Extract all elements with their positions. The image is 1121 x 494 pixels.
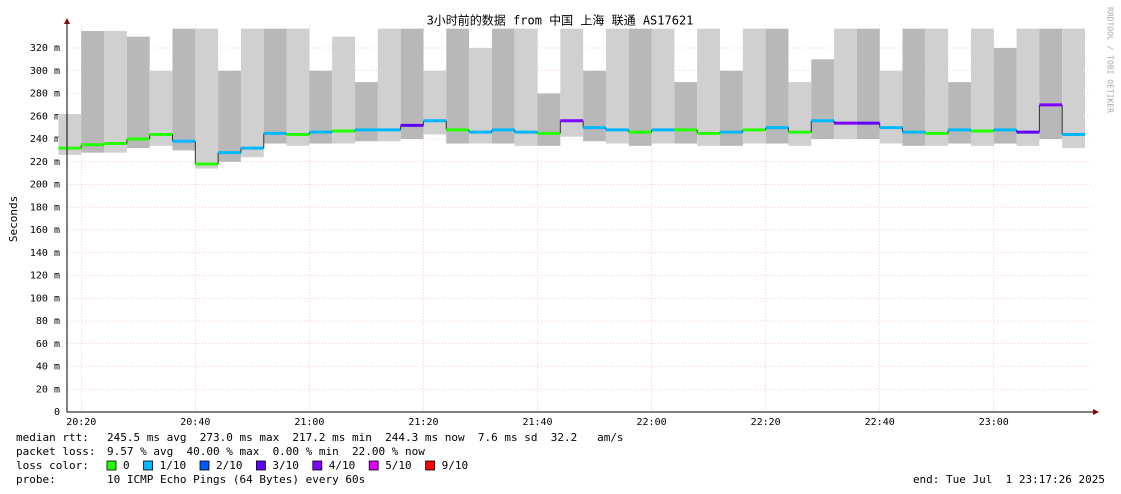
y-tick-label: 240 m <box>30 134 60 145</box>
y-tick-label: 20 m <box>36 384 60 395</box>
smoke <box>834 28 857 140</box>
smoke <box>1062 28 1086 149</box>
smoke <box>537 93 561 146</box>
y-axis-label: Seconds <box>7 196 20 242</box>
stat-text: 9.57 % avg 40.00 % max 0.00 % min 22.00 … <box>107 445 425 458</box>
y-tick-label: 80 m <box>36 316 60 327</box>
smoke <box>605 28 629 144</box>
x-tick-label: 22:00 <box>637 417 667 428</box>
smoke <box>765 28 789 144</box>
smoke <box>742 28 766 144</box>
legend-swatch <box>199 460 210 471</box>
x-tick-label: 22:20 <box>751 417 781 428</box>
x-tick-label: 23:00 <box>979 417 1009 428</box>
smoke <box>446 28 470 144</box>
smoke <box>720 70 743 146</box>
smoke <box>309 70 333 144</box>
stat-text: 10 ICMP Echo Pings (64 Bytes) every 60s <box>107 473 365 486</box>
y-tick-label: 0 <box>54 407 60 418</box>
smoke <box>58 113 82 155</box>
smoke <box>149 70 173 146</box>
legend-swatch <box>255 460 266 471</box>
smoke <box>948 82 971 144</box>
axis-arrow <box>64 18 70 24</box>
y-tick-label: 260 m <box>30 111 60 122</box>
smoke <box>514 28 538 146</box>
smoke <box>970 28 994 146</box>
smoke <box>355 82 378 142</box>
smoke <box>697 28 721 146</box>
y-tick-label: 60 m <box>36 339 60 350</box>
x-tick-label: 21:00 <box>294 417 324 428</box>
legend-label: 4/10 <box>329 459 356 472</box>
smoke <box>469 48 492 144</box>
smoke <box>240 28 264 158</box>
y-tick-label: 140 m <box>30 248 60 259</box>
smoke <box>104 30 127 153</box>
stat-label: median rtt: <box>16 431 89 444</box>
credit: RRDTOOL / TOBI OETIKER <box>1106 7 1115 113</box>
y-tick-label: 100 m <box>30 293 60 304</box>
x-tick-label: 22:40 <box>865 417 895 428</box>
y-tick-label: 200 m <box>30 180 60 191</box>
smoke <box>1039 28 1063 140</box>
y-tick-label: 180 m <box>30 202 60 213</box>
smoke <box>628 28 652 146</box>
smoke <box>583 70 606 142</box>
smoke <box>674 82 698 144</box>
smoke <box>879 70 903 144</box>
smoke <box>286 28 310 146</box>
legend-label: 5/10 <box>385 459 412 472</box>
y-tick-label: 120 m <box>30 271 60 282</box>
smoke <box>400 28 424 140</box>
y-tick-label: 40 m <box>36 362 60 373</box>
x-tick-label: 20:40 <box>180 417 210 428</box>
smoke <box>856 28 880 140</box>
stat-text: 245.5 ms avg 273.0 ms max 217.2 ms min 2… <box>107 431 624 444</box>
smoke <box>195 28 219 169</box>
smoke <box>172 28 196 151</box>
smoke <box>81 30 105 153</box>
legend-label: 9/10 <box>442 459 469 472</box>
y-tick-label: 300 m <box>30 66 60 77</box>
smoke <box>993 48 1017 144</box>
smoke <box>651 28 675 144</box>
y-tick-label: 280 m <box>30 89 60 100</box>
x-tick-label: 20:20 <box>66 417 96 428</box>
axis-arrow <box>1093 409 1099 415</box>
smoke <box>788 82 812 146</box>
y-tick-label: 220 m <box>30 157 60 168</box>
legend-label: 1/10 <box>160 459 187 472</box>
legend-title: loss color: <box>16 459 89 472</box>
smoke <box>902 28 926 146</box>
legend-swatch <box>312 460 323 471</box>
smoke <box>377 28 401 142</box>
legend-label: 0 <box>123 459 130 472</box>
x-tick-label: 21:40 <box>522 417 552 428</box>
smoke <box>811 59 835 139</box>
y-tick-label: 320 m <box>30 43 60 54</box>
smoke <box>263 28 287 144</box>
legend-swatch <box>143 460 154 471</box>
smoke <box>925 28 949 146</box>
smoke <box>560 28 584 137</box>
smoke <box>332 36 356 144</box>
smoke <box>423 70 447 135</box>
end-time: end: Tue Jul 1 23:17:26 2025 <box>913 473 1105 486</box>
legend-swatch <box>425 460 436 471</box>
legend-swatch <box>106 460 117 471</box>
stat-label: packet loss: <box>16 445 95 458</box>
chart-title: 3小时前的数据 from 中国 上海 联通 AS17621 <box>427 13 694 28</box>
smoke <box>1016 28 1040 146</box>
smoke <box>126 36 150 149</box>
x-tick-label: 21:20 <box>408 417 438 428</box>
y-tick-label: 160 m <box>30 225 60 236</box>
stat-label: probe: <box>16 473 56 486</box>
smoke <box>218 70 241 162</box>
legend-label: 2/10 <box>216 459 243 472</box>
legend-label: 3/10 <box>272 459 299 472</box>
smoke <box>491 28 515 144</box>
legend-swatch <box>368 460 379 471</box>
